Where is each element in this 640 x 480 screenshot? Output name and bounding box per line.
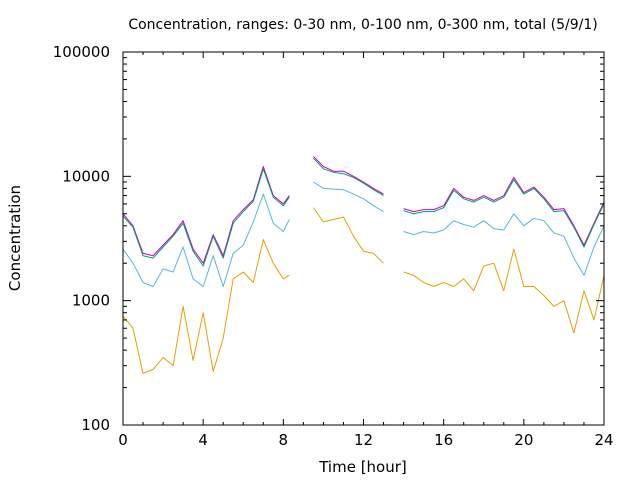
x-tick-label: 0	[118, 431, 128, 449]
x-tick-label: 12	[354, 431, 373, 449]
x-tick-label: 24	[594, 431, 613, 449]
y-axis-label: Concentration	[6, 185, 24, 291]
plot-frame	[122, 51, 605, 426]
x-axis-label: Time [hour]	[318, 458, 407, 476]
y-tick-label: 100000	[53, 43, 110, 61]
x-tick-label: 4	[198, 431, 208, 449]
ticks-layer: 0 4 8 12 16 20 24 100 1000 10000 100000	[53, 43, 614, 449]
y-tick-label: 100	[81, 416, 110, 434]
chart-title: Concentration, ranges: 0-30 nm, 0-100 nm…	[128, 17, 597, 33]
series-line-2	[122, 157, 605, 267]
series-line-1	[122, 155, 605, 264]
x-tick-label: 16	[434, 431, 453, 449]
series-layer	[122, 155, 605, 374]
x-tick-label: 20	[514, 431, 533, 449]
series-line-4	[122, 207, 605, 374]
y-tick-label: 1000	[72, 292, 110, 310]
series-line-3	[122, 181, 605, 287]
y-tick-label: 10000	[62, 167, 110, 185]
x-tick-label: 8	[279, 431, 289, 449]
